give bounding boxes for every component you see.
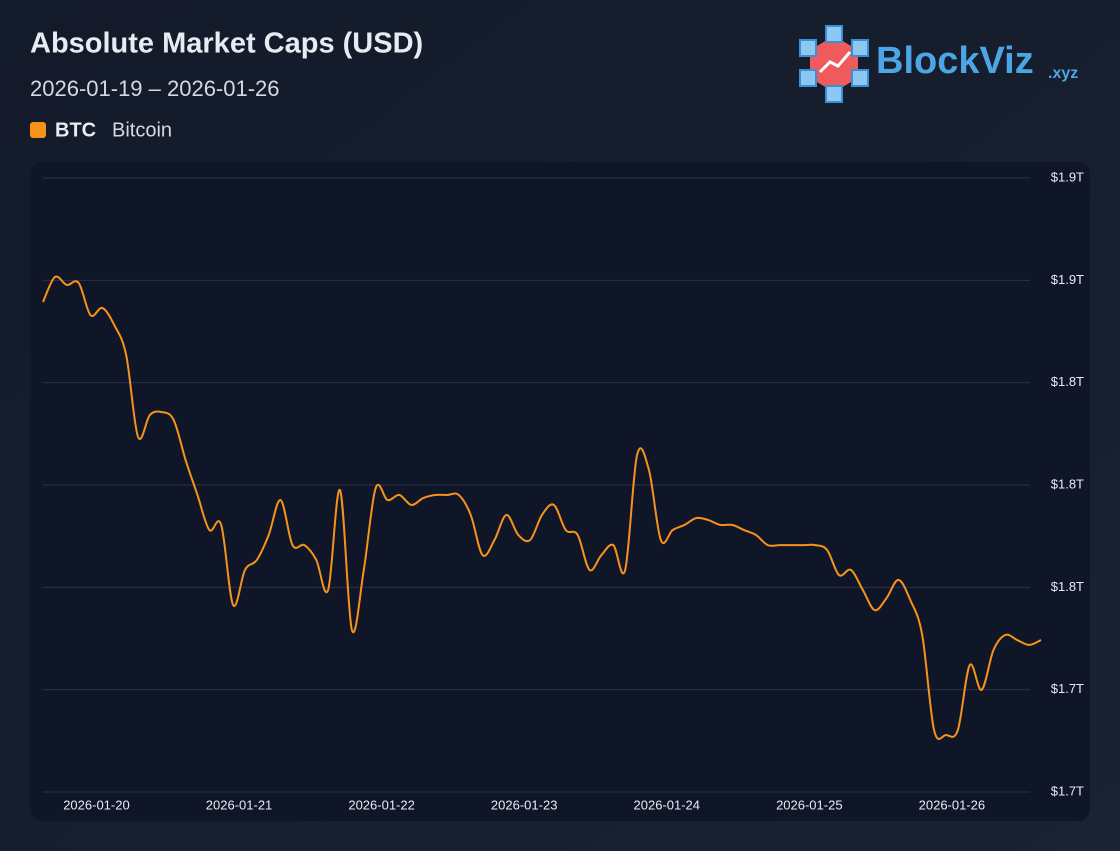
plot-panel — [30, 162, 1090, 821]
y-tick-label: $1.7T — [1051, 681, 1084, 696]
x-tick-label: 2026-01-20 — [63, 797, 130, 812]
chart-subtitle: 2026-01-19 – 2026-01-26 — [30, 76, 280, 101]
x-tick-label: 2026-01-26 — [919, 797, 986, 812]
legend-symbol: BTC — [55, 119, 96, 141]
x-tick-label: 2026-01-24 — [634, 797, 701, 812]
x-tick-label: 2026-01-21 — [206, 797, 273, 812]
line-series — [42, 275, 1042, 740]
y-tick-label: $1.9T — [1051, 169, 1084, 184]
logo-suffix: .xyz — [1048, 65, 1078, 82]
y-tick-label: $1.8T — [1051, 579, 1084, 594]
legend-swatch — [30, 122, 46, 138]
y-tick-label: $1.7T — [1051, 783, 1084, 798]
chart-title: Absolute Market Caps (USD) — [30, 28, 423, 60]
y-tick-label: $1.8T — [1051, 374, 1084, 389]
logo-icon — [799, 25, 869, 103]
x-tick-label: 2026-01-23 — [491, 797, 558, 812]
legend-label: Bitcoin — [112, 119, 172, 141]
logo-name: BlockViz — [876, 40, 1034, 82]
y-tick-label: $1.8T — [1051, 476, 1084, 491]
x-tick-label: 2026-01-25 — [776, 797, 843, 812]
y-tick-label: $1.9T — [1051, 272, 1084, 287]
x-tick-label: 2026-01-22 — [348, 797, 415, 812]
